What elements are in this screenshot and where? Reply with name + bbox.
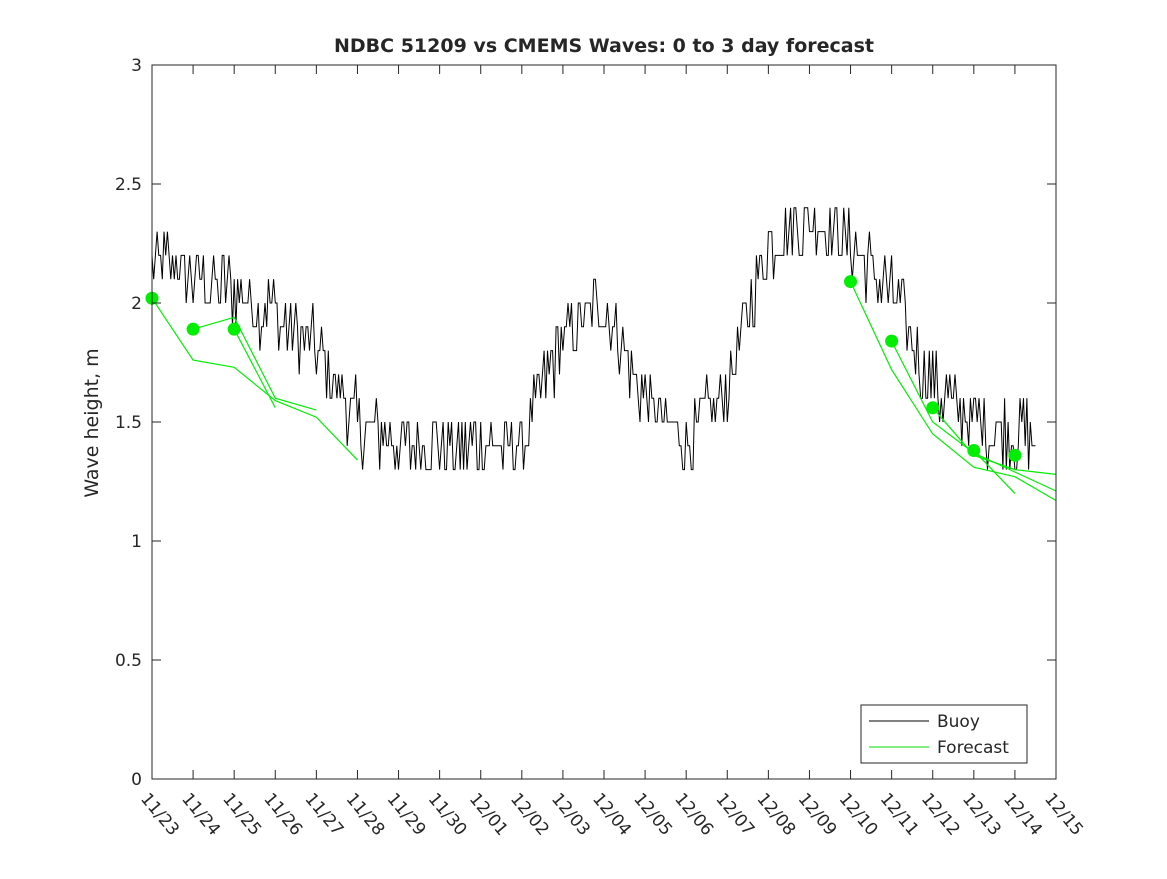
forecast-series-line: [151, 297, 358, 461]
forecast-series-line: [849, 281, 1057, 502]
x-tick-label: 12/02: [506, 789, 553, 839]
forecast-series-line: [973, 450, 1016, 494]
x-tick-label: 12/04: [588, 789, 635, 839]
chart-title: NDBC 51209 vs CMEMS Waves: 0 to 3 day fo…: [334, 35, 874, 57]
x-tick-label: 12/03: [547, 789, 594, 839]
forecast-initial-point: [186, 322, 200, 336]
forecast-series-line: [932, 407, 1057, 475]
x-tick-label: 11/29: [383, 789, 430, 839]
forecast-initial-point: [844, 275, 858, 289]
x-tick-label: 12/06: [670, 789, 717, 839]
legend: Buoy Forecast: [860, 704, 1028, 764]
forecast-initial-point: [227, 322, 241, 336]
y-tick-label: 1: [131, 532, 142, 552]
x-tick-label: 12/01: [465, 789, 512, 839]
forecast-series-line: [192, 316, 317, 411]
x-tick-label: 11/25: [218, 789, 265, 839]
x-tick-label: 12/12: [917, 789, 964, 839]
forecast-initial-point: [1008, 448, 1022, 462]
x-tick-label: 11/27: [301, 789, 348, 839]
y-tick-label: 2.5: [115, 175, 142, 195]
x-tick-label: 12/09: [794, 789, 841, 839]
x-tick-label: 11/26: [259, 789, 306, 839]
legend-label-forecast: Forecast: [937, 738, 1009, 758]
x-tick-label: 12/11: [876, 789, 923, 839]
x-tick-label: 12/13: [958, 789, 1005, 839]
x-tick-label: 11/30: [424, 789, 471, 839]
y-tick-label: 0.5: [115, 651, 142, 671]
y-tick-label: 0: [131, 770, 142, 790]
x-tick-label: 12/14: [999, 789, 1046, 839]
legend-label-buoy: Buoy: [937, 712, 980, 732]
forecast-initial-point: [885, 334, 899, 348]
x-tick-label: 12/15: [1040, 789, 1087, 839]
x-tick-label: 12/05: [629, 789, 676, 839]
buoy-series-line: [151, 207, 1036, 471]
x-tick-label: 12/08: [753, 789, 800, 839]
y-tick-label: 2: [131, 294, 142, 314]
forecast-initial-point: [926, 401, 940, 415]
legend-box: [860, 704, 1028, 764]
forecast-series-line: [233, 328, 276, 408]
plot-frame: [151, 64, 1057, 780]
y-axis-label: Wave height, m: [81, 348, 103, 497]
x-tick-label: 12/10: [835, 789, 882, 839]
plot-data: [145, 207, 1057, 502]
x-tick-label: 11/24: [177, 789, 224, 839]
y-tick-label: 1.5: [115, 413, 142, 433]
x-tick-label: 11/28: [342, 789, 389, 839]
y-tick-label: 3: [131, 56, 142, 76]
forecast-initial-point: [967, 444, 981, 458]
x-tick-label: 12/07: [711, 789, 758, 839]
x-tick-label: 11/23: [136, 789, 183, 839]
